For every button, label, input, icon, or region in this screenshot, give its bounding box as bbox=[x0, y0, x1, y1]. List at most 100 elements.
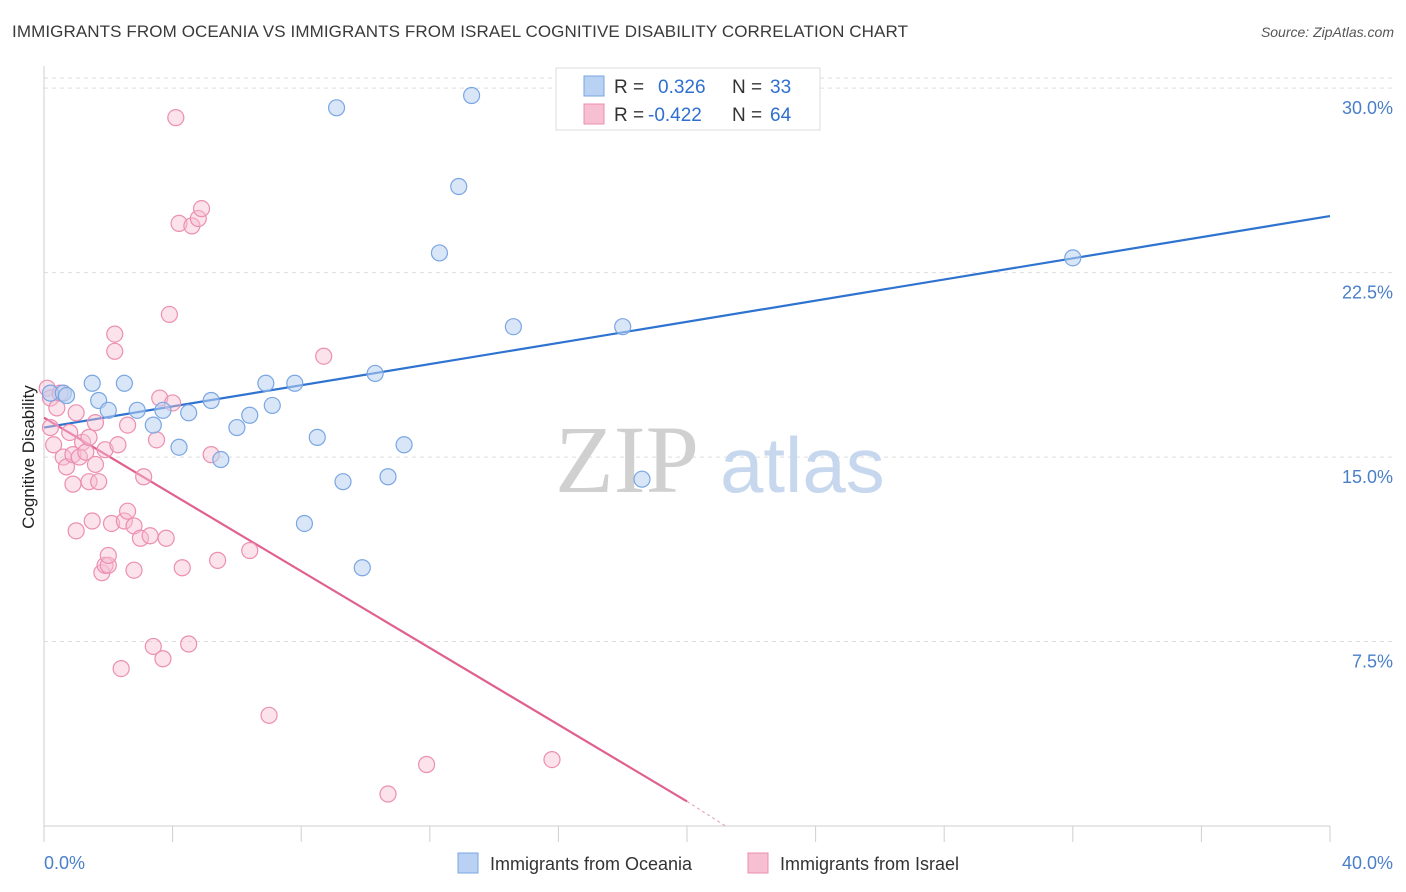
legend-r-value: -0.422 bbox=[648, 105, 702, 126]
oceania-point bbox=[180, 404, 198, 422]
oceania-point bbox=[212, 450, 230, 469]
israel-point bbox=[86, 414, 105, 432]
israel-point bbox=[99, 546, 117, 565]
israel-point bbox=[173, 559, 191, 577]
chart-source: Source: ZipAtlas.com bbox=[1260, 24, 1394, 40]
israel-point bbox=[379, 785, 397, 803]
oceania-point bbox=[263, 396, 281, 415]
israel-point bbox=[83, 512, 101, 530]
y-tick-label: 7.5% bbox=[1352, 652, 1393, 672]
oceania-point bbox=[353, 559, 371, 577]
israel-point bbox=[109, 436, 127, 454]
legend-israel-label: Immigrants from Israel bbox=[780, 854, 959, 874]
israel-point bbox=[189, 209, 207, 228]
oceania-point bbox=[83, 374, 101, 392]
israel-point bbox=[144, 637, 162, 656]
oceania-point bbox=[395, 436, 413, 454]
oceania-point bbox=[614, 318, 632, 336]
israel-point bbox=[167, 109, 185, 127]
israel-point bbox=[61, 423, 79, 442]
israel-point bbox=[260, 706, 278, 724]
legend-r-label: R = bbox=[614, 77, 644, 98]
oceania-point bbox=[99, 401, 117, 419]
series-legend: Immigrants from Oceania Immigrants from … bbox=[457, 852, 959, 874]
israel-point bbox=[80, 428, 98, 446]
oceania-point bbox=[327, 99, 346, 117]
oceania-point bbox=[334, 473, 352, 491]
israel-point bbox=[86, 455, 105, 474]
legend-n-value: 64 bbox=[770, 105, 792, 126]
israel-point bbox=[90, 473, 108, 491]
legend-pink-swatch bbox=[583, 103, 605, 125]
trendlines bbox=[43, 214, 1331, 827]
israel-trendline bbox=[43, 416, 688, 803]
oceania-point bbox=[115, 374, 133, 392]
israel-trendline-extension bbox=[686, 800, 726, 827]
chart-title: IMMIGRANTS FROM OCEANIA VS IMMIGRANTS FR… bbox=[12, 22, 909, 41]
oceania-point bbox=[366, 364, 384, 383]
israel-point bbox=[106, 342, 124, 360]
israel-point bbox=[99, 556, 117, 574]
israel-point bbox=[543, 750, 561, 769]
israel-point bbox=[106, 325, 124, 343]
oceania-point bbox=[154, 401, 172, 419]
oceania-point bbox=[228, 418, 246, 437]
israel-point bbox=[67, 522, 85, 540]
tick-labels: 7.5% 15.0% 22.5% 30.0% 0.0% 40.0% bbox=[44, 98, 1393, 873]
israel-point bbox=[64, 475, 82, 493]
x-tick-label: 40.0% bbox=[1342, 853, 1393, 873]
oceania-point bbox=[308, 428, 326, 446]
oceania-point bbox=[379, 468, 397, 486]
axes bbox=[43, 66, 1331, 842]
oceania-trendline bbox=[43, 214, 1331, 429]
oceania-point bbox=[128, 401, 146, 419]
legend-oceania-swatch bbox=[457, 852, 479, 874]
oceania-point bbox=[1064, 249, 1082, 267]
oceania-point bbox=[144, 416, 162, 434]
oceania-point bbox=[241, 406, 259, 424]
watermark-zip: ZIP bbox=[555, 406, 699, 513]
israel-point bbox=[154, 650, 172, 668]
oceania-point bbox=[633, 470, 651, 488]
oceania-point bbox=[257, 374, 275, 392]
israel-point bbox=[96, 441, 114, 459]
y-axis-label: Cognitive Disability bbox=[19, 385, 38, 529]
israel-point bbox=[141, 527, 159, 545]
watermark-atlas: atlas bbox=[720, 421, 885, 509]
legend-r-value: 0.326 bbox=[658, 77, 706, 98]
y-tick-label: 15.0% bbox=[1342, 467, 1393, 487]
israel-point bbox=[41, 418, 60, 437]
oceania-point bbox=[295, 514, 314, 533]
israel-point bbox=[80, 473, 98, 491]
oceania-point bbox=[462, 86, 481, 105]
oceania-point bbox=[430, 244, 449, 262]
y-tick-label: 22.5% bbox=[1342, 283, 1393, 303]
y-tick-label: 30.0% bbox=[1342, 98, 1393, 118]
israel-point bbox=[157, 529, 175, 547]
israel-points bbox=[38, 109, 561, 803]
israel-point bbox=[118, 416, 137, 434]
israel-point bbox=[315, 347, 333, 365]
oceania-points bbox=[41, 86, 1082, 577]
israel-point bbox=[180, 635, 198, 653]
israel-point bbox=[112, 659, 130, 678]
legend-n-label: N = bbox=[732, 77, 762, 98]
correlation-legend: R = 0.326 N = 33 R = -0.422 N = 64 bbox=[555, 67, 821, 131]
israel-point bbox=[102, 514, 121, 533]
oceania-point bbox=[504, 318, 522, 336]
oceania-point bbox=[450, 177, 468, 196]
legend-r-label: R = bbox=[614, 105, 644, 126]
israel-point bbox=[147, 431, 166, 449]
israel-point bbox=[209, 551, 227, 569]
israel-point bbox=[125, 561, 143, 579]
israel-point bbox=[241, 541, 259, 560]
legend-israel-swatch bbox=[747, 852, 769, 874]
legend-blue-swatch bbox=[583, 75, 605, 97]
israel-point bbox=[192, 200, 211, 218]
israel-point bbox=[45, 436, 63, 454]
oceania-point bbox=[170, 438, 188, 456]
oceania-point bbox=[57, 386, 76, 405]
israel-point bbox=[160, 305, 178, 324]
legend-oceania-label: Immigrants from Oceania bbox=[490, 854, 693, 874]
